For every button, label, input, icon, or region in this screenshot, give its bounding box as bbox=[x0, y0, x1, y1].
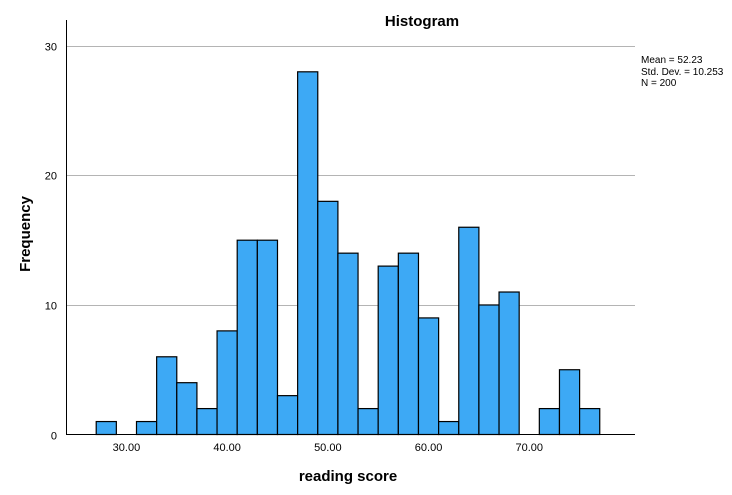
histogram-bar bbox=[579, 407, 601, 436]
histogram-bar bbox=[297, 71, 319, 436]
x-tick-label: 60.00 bbox=[415, 442, 443, 454]
histogram-bar bbox=[337, 252, 359, 436]
bars bbox=[95, 71, 601, 436]
chart-title: Histogram bbox=[385, 13, 459, 30]
x-tick-label: 40.00 bbox=[213, 442, 241, 454]
stat-mean: Mean = 52.23 bbox=[641, 55, 703, 66]
tick-labels: 0 10 20 30 30.00 40.00 50.00 60.00 70.00 bbox=[45, 42, 543, 455]
histogram-bar bbox=[196, 407, 218, 436]
histogram-bar bbox=[397, 252, 420, 436]
x-tick-label: 70.00 bbox=[515, 442, 543, 454]
x-tick-label: 30.00 bbox=[113, 442, 141, 454]
y-tick-label: 30 bbox=[45, 42, 57, 54]
histogram-bar bbox=[256, 239, 279, 436]
y-tick-label: 20 bbox=[45, 171, 57, 183]
histogram-bar bbox=[558, 369, 581, 436]
y-tick-label: 10 bbox=[45, 301, 57, 313]
x-axis-label: reading score bbox=[299, 468, 397, 485]
histogram-bar bbox=[377, 265, 399, 436]
stat-std-dev: Std. Dev. = 10.253 bbox=[641, 66, 724, 78]
histogram-bar bbox=[478, 304, 500, 436]
histogram-bar bbox=[216, 330, 238, 436]
y-axis-label: Frequency bbox=[17, 195, 34, 272]
histogram-bar bbox=[498, 291, 520, 436]
histogram-bar bbox=[135, 420, 158, 436]
histogram-bar bbox=[156, 356, 178, 436]
summary-statistics: Mean = 52.23 Std. Dev. = 10.253 N = 200 bbox=[641, 55, 723, 90]
histogram-bar bbox=[438, 420, 460, 436]
stat-n: N = 200 bbox=[641, 78, 677, 89]
x-tick-label: 50.00 bbox=[314, 442, 342, 454]
y-tick-label: 0 bbox=[51, 431, 57, 443]
histogram-bar bbox=[236, 239, 258, 436]
histogram-bar bbox=[176, 382, 198, 436]
histogram-bar bbox=[357, 407, 379, 436]
histogram-bar bbox=[317, 200, 339, 436]
axes bbox=[66, 20, 635, 435]
histogram-bar bbox=[538, 407, 561, 436]
histogram-bar bbox=[458, 226, 480, 436]
histogram-bar bbox=[95, 420, 117, 436]
histogram-bar bbox=[417, 317, 440, 436]
histogram-bar bbox=[276, 395, 299, 436]
